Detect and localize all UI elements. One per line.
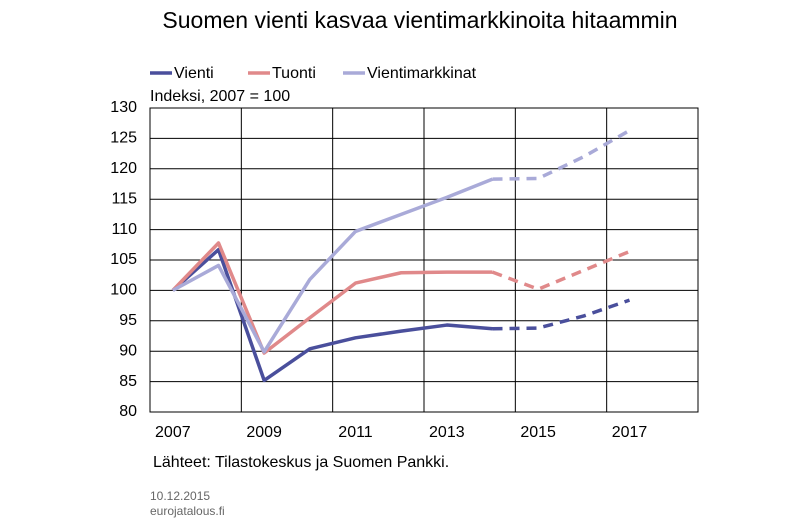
y-tick-label: 80 [119,403,137,420]
y-tick-label: 105 [110,251,137,268]
y-axis-label: Indeksi, 2007 = 100 [150,88,290,105]
series-line-dashed [491,249,631,291]
y-tick-label: 125 [110,130,137,147]
chart-title: Suomen vienti kasvaa vientimarkkinoita h… [162,7,677,33]
x-tick-label: 2015 [520,424,556,441]
x-tick-label: 2013 [429,424,465,441]
series-line [171,177,494,354]
x-tick-label: 2017 [612,424,648,441]
y-tick-label: 100 [110,282,137,299]
legend-label: Vienti [174,65,214,82]
y-tick-label: 95 [119,312,137,329]
y-tick-label: 110 [111,221,137,238]
x-tick-label: 2011 [338,424,373,441]
series-line [171,241,493,355]
y-tick-label: 130 [110,99,137,116]
y-tick-label: 120 [110,160,137,177]
x-tick-label: 2009 [246,424,282,441]
footer-site: eurojatalous.fi [150,504,225,518]
y-tick-label: 115 [111,190,137,207]
series-line-dashed [492,298,631,331]
y-tick-label: 90 [119,342,137,359]
legend-label: Tuonti [272,65,316,82]
footer-date: 10.12.2015 [150,489,210,503]
source: Lähteet: Tilastokeskus ja Suomen Pankki. [153,454,449,471]
y-tick-label: 85 [119,373,137,390]
series-line-dashed [492,128,631,181]
series-line [171,247,493,383]
x-tick-label: 2007 [155,424,191,441]
legend-label: Vientimarkkinat [367,65,477,82]
